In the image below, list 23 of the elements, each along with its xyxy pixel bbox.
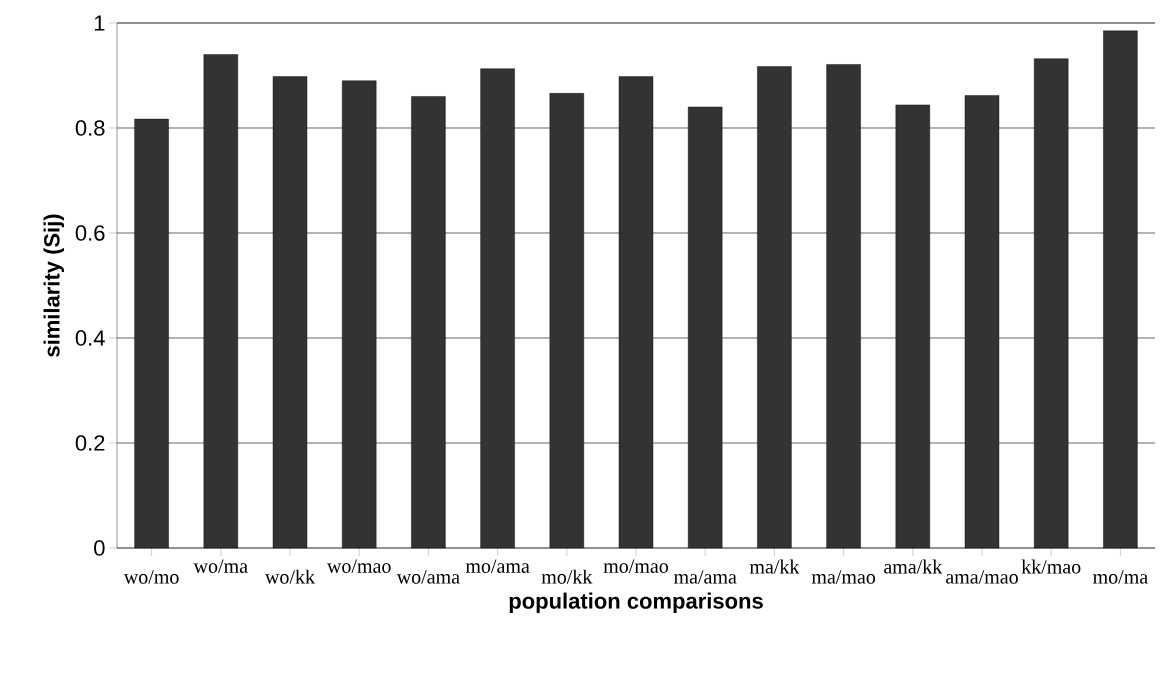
x-tick-label: mo/ma — [1093, 570, 1148, 584]
x-tick-label: wo/ama — [396, 570, 460, 584]
x-tick-label: kk/mao — [1021, 559, 1081, 574]
y-tick-label: 0 — [94, 540, 105, 556]
y-tick-label: 0.4 — [75, 330, 105, 346]
x-tick-label: mo/ama — [465, 559, 530, 573]
x-axis-title: population comparisons — [509, 592, 763, 614]
x-tick-label: wo/kk — [265, 569, 316, 584]
y-tick-label: 0.8 — [75, 120, 105, 136]
x-tick-label: ma/kk — [749, 559, 800, 574]
x-tick-label: ama/mao — [946, 570, 1018, 584]
y-tick-label: 0.2 — [75, 435, 105, 451]
x-tick-label: wo/mao — [327, 559, 391, 573]
x-tick-label: mo/kk — [541, 569, 593, 584]
y-axis-title: similarity (Sij) — [43, 214, 65, 357]
x-tick-label: ama/kk — [884, 559, 943, 574]
x-tick-label: mo/mao — [603, 559, 669, 573]
y-tick-label: 0.6 — [75, 225, 105, 241]
x-tick-label: ma/mao — [811, 570, 876, 584]
x-tick-label: wo/ma — [193, 559, 248, 573]
x-tick-label: ma/ama — [673, 570, 737, 584]
y-tick-label: 1 — [94, 15, 105, 31]
x-tick-label: wo/mo — [123, 570, 179, 584]
